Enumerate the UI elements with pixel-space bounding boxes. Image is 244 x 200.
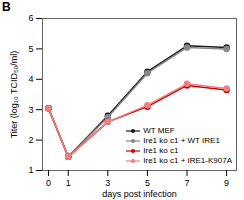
svg-text:9: 9: [224, 178, 229, 188]
svg-text:6: 6: [28, 13, 33, 23]
svg-text:2: 2: [28, 135, 33, 145]
html-text:Ire1 ko c1 + WT IRE1: Ire1 ko c1 + WT IRE1: [143, 136, 220, 145]
svg-text:Titer (log₁₀ TCID₅₀/ml): Titer (log₁₀ TCID₅₀/ml): [9, 51, 19, 139]
svg-text:3: 3: [105, 178, 110, 188]
svg-text:1: 1: [66, 178, 71, 188]
svg-text:days post infection: days post infection: [102, 189, 177, 199]
html-text:Ire1 ko c1 + IRE1-K907A: Ire1 ko c1 + IRE1-K907A: [143, 156, 232, 165]
html-text:WT MEF: WT MEF: [143, 126, 175, 135]
svg-text:4: 4: [28, 74, 33, 84]
html-text:Ire1 ko c1: Ire1 ko c1: [143, 146, 179, 155]
svg-text:0: 0: [46, 178, 51, 188]
svg-text:3: 3: [28, 105, 33, 115]
svg-text:7: 7: [185, 178, 190, 188]
svg-text:1: 1: [28, 165, 33, 175]
html-text:B: B: [2, 0, 11, 14]
svg-text:5: 5: [28, 44, 33, 54]
svg-text:5: 5: [145, 178, 150, 188]
